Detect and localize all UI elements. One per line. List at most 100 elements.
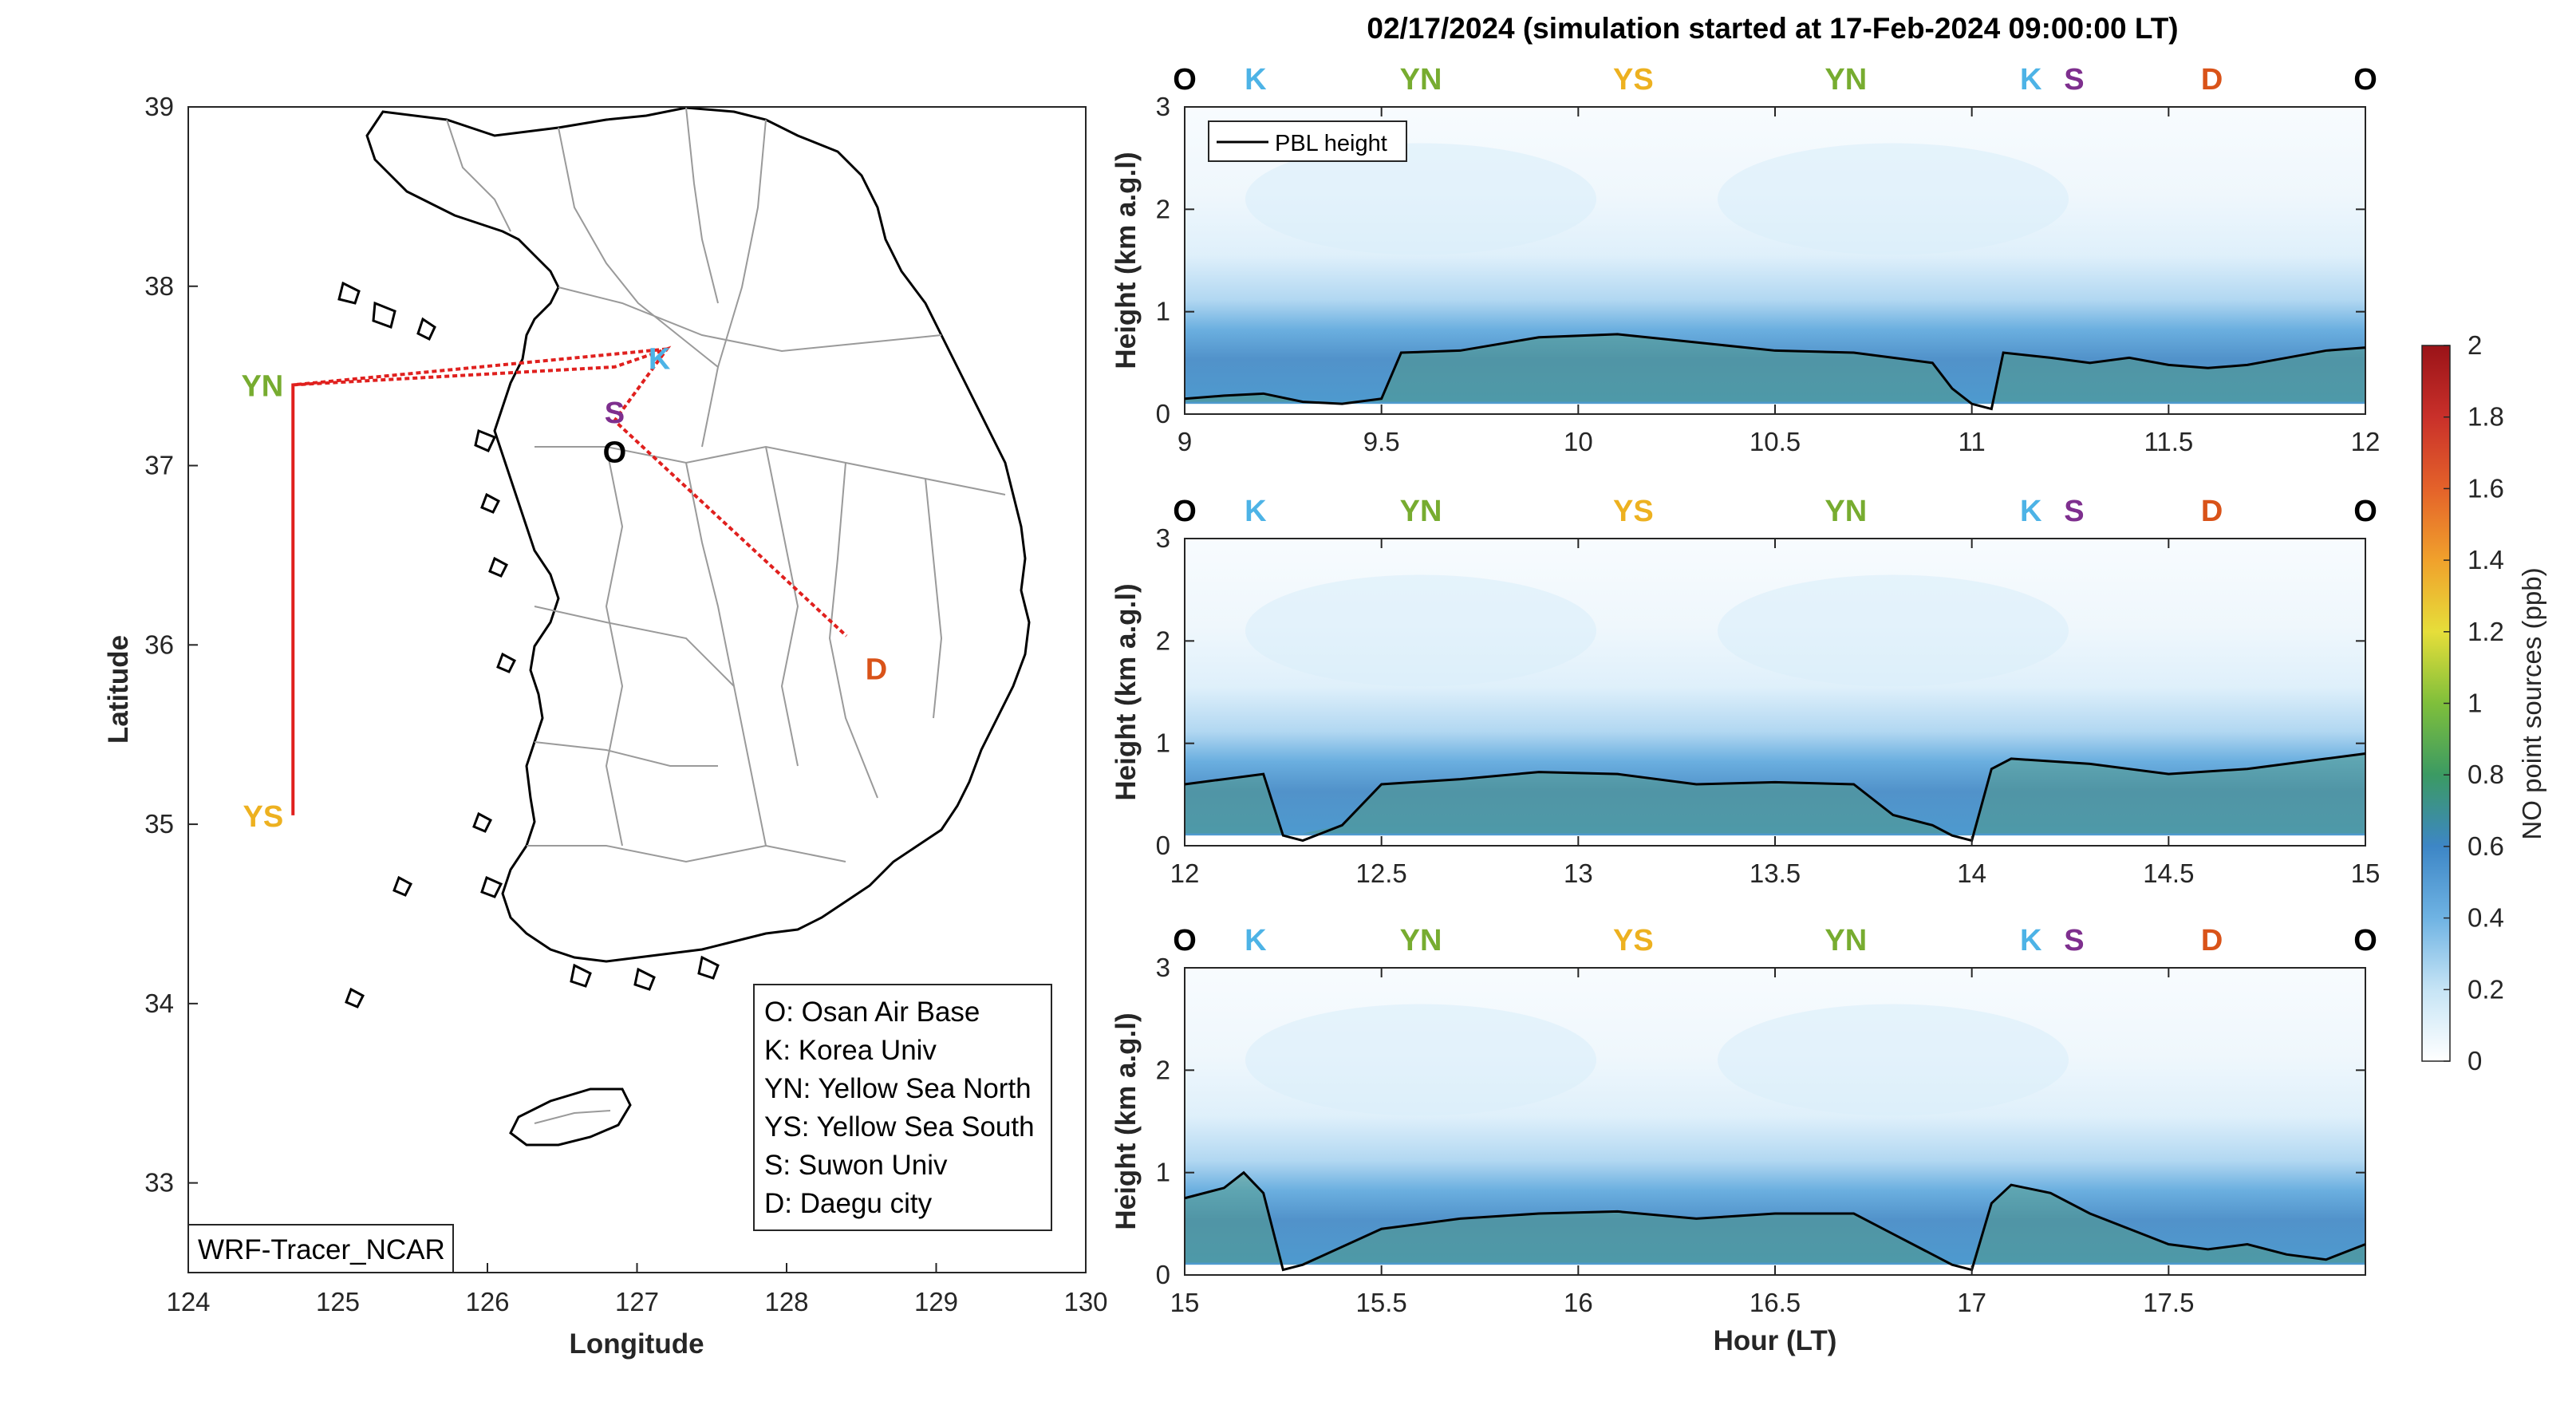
site-legend-o: O: Osan Air Base bbox=[764, 997, 980, 1028]
route-mark-d: D bbox=[2201, 924, 2223, 957]
colorbar-tick-label: 1.2 bbox=[2468, 617, 2504, 646]
map-site-d: D bbox=[866, 653, 887, 687]
map-x-label: Longitude bbox=[569, 1328, 704, 1360]
x-tick-label: 10.5 bbox=[1750, 427, 1801, 456]
site-legend-s: S: Suwon Univ bbox=[764, 1150, 948, 1181]
map-y-tick-label: 36 bbox=[144, 630, 174, 659]
colorbar-tick-label: 0.4 bbox=[2468, 903, 2504, 933]
colorbar-tick-label: 0.8 bbox=[2468, 760, 2504, 789]
map-x-tick-label: 124 bbox=[166, 1287, 210, 1316]
map-y-tick-label: 39 bbox=[144, 92, 174, 121]
pbl-height-line bbox=[1184, 752, 2366, 843]
map-x-tick-label: 125 bbox=[316, 1287, 360, 1316]
y-tick-label: 3 bbox=[1156, 953, 1170, 982]
y-tick-label: 0 bbox=[1156, 1260, 1170, 1289]
route-mark-o: O bbox=[2353, 495, 2377, 528]
jeju-island bbox=[509, 1087, 632, 1147]
map-site-labels: KSO YN YS D bbox=[241, 343, 887, 834]
route-mark-k: K bbox=[1245, 63, 1267, 97]
pbl-height-line bbox=[1184, 1170, 2366, 1272]
x-tick-label: 9 bbox=[1178, 427, 1192, 456]
map-y-tick-label: 34 bbox=[144, 989, 174, 1018]
heat-blob bbox=[1718, 143, 2069, 255]
map-site-yn: YN bbox=[241, 369, 283, 403]
map-x-tick-label: 126 bbox=[465, 1287, 509, 1316]
x-tick-label: 12 bbox=[1170, 858, 1200, 888]
route-mark-k: K bbox=[2020, 63, 2042, 97]
route-mark-ys: YS bbox=[1613, 924, 1654, 957]
colorbar-ticks: 0 0.2 0.4 0.6 0.8 1 1.2 1.4 1.6 1.8 2 bbox=[2444, 330, 2504, 1076]
heat-boundary-layer bbox=[1185, 334, 2365, 402]
panel-y-label: Height (km a.g.l) bbox=[1110, 1012, 1142, 1229]
x-tick-label: 12.5 bbox=[1356, 858, 1407, 888]
map-x-tick-label: 130 bbox=[1063, 1287, 1107, 1316]
site-legend-yn: YN: Yellow Sea North bbox=[764, 1073, 1032, 1104]
colorbar-tick-label: 2 bbox=[2468, 330, 2482, 360]
route-mark-yn: YN bbox=[1825, 924, 1867, 957]
map-y-tick-label: 37 bbox=[144, 451, 174, 480]
x-tick-label: 15 bbox=[1170, 1288, 1200, 1317]
province-lines bbox=[446, 107, 1006, 863]
pbl-legend-label: PBL height bbox=[1275, 131, 1387, 156]
pbl-legend: PBL height bbox=[1208, 120, 1407, 162]
x-tick-label: 14 bbox=[1957, 858, 1986, 888]
model-label-box bbox=[187, 1224, 454, 1273]
route-mark-yn: YN bbox=[1400, 924, 1442, 957]
site-legend-d: D: Daegu city bbox=[764, 1188, 933, 1219]
map-x-tick-label: 128 bbox=[764, 1287, 808, 1316]
panel-y-label: Height (km a.g.l) bbox=[1110, 152, 1142, 369]
y-tick-label: 2 bbox=[1156, 1055, 1170, 1084]
map-y-tick-label: 35 bbox=[144, 809, 174, 839]
map-x-ticks: 124 125 126 127 128 129 130 bbox=[166, 1263, 1108, 1316]
x-tick-label: 11.5 bbox=[2144, 427, 2193, 456]
colorbar-tick-label: 1 bbox=[2468, 689, 2482, 718]
profile-panel-3: 15 15.5 16 16.5 17 17.5 0 1 2 3 Height (km a.g.l) O… bbox=[1110, 924, 2377, 1317]
map-x-tick-label: 129 bbox=[914, 1287, 958, 1316]
colorbar-tick-label: 0 bbox=[2468, 1046, 2482, 1076]
x-tick-label: 13 bbox=[1564, 858, 1593, 888]
y-tick-label: 3 bbox=[1156, 92, 1170, 121]
route-mark-o: O bbox=[1173, 924, 1197, 957]
x-tick-label: 17 bbox=[1957, 1288, 1986, 1317]
west-islands bbox=[337, 281, 720, 1008]
panel-y-label: Height (km a.g.l) bbox=[1110, 583, 1142, 800]
route-mark-s: S bbox=[2064, 63, 2084, 97]
pbl-height-line bbox=[1184, 333, 2366, 411]
x-tick-label: 9.5 bbox=[1363, 427, 1400, 456]
x-tick-label: 12 bbox=[2351, 427, 2381, 456]
x-tick-label: 17.5 bbox=[2143, 1288, 2194, 1317]
map-y-ticks: 33 34 35 36 37 38 39 bbox=[144, 92, 198, 1198]
colorbar-tick-label: 1.8 bbox=[2468, 402, 2504, 432]
route-mark-k: K bbox=[2020, 495, 2042, 528]
y-tick-label: 3 bbox=[1156, 523, 1170, 553]
hour-x-label: Hour (LT) bbox=[1714, 1325, 1837, 1356]
y-tick-label: 0 bbox=[1156, 831, 1170, 860]
map-site-ys: YS bbox=[243, 800, 284, 834]
y-tick-label: 2 bbox=[1156, 194, 1170, 223]
heat-boundary-layer bbox=[1185, 1172, 2365, 1263]
heat-blob bbox=[1245, 143, 1596, 255]
route-mark-yn: YN bbox=[1825, 495, 1867, 528]
korea-map: KSO YN YS D bbox=[241, 107, 1031, 1147]
x-tick-label: 15 bbox=[2351, 858, 2381, 888]
route-mark-d: D bbox=[2201, 495, 2223, 528]
x-tick-label: 11 bbox=[1959, 427, 1986, 456]
y-tick-label: 0 bbox=[1156, 399, 1170, 428]
map-site-k: K bbox=[649, 343, 671, 377]
colorbar-tick-label: 0.6 bbox=[2468, 831, 2504, 861]
map-site-o: O bbox=[603, 436, 627, 470]
flight-route-line bbox=[291, 345, 848, 815]
heat-blob bbox=[1718, 1004, 2069, 1116]
model-label: WRF-Tracer_NCAR bbox=[187, 1224, 454, 1273]
y-tick-label: 1 bbox=[1156, 728, 1170, 758]
heat-boundary-layer bbox=[1185, 753, 2365, 834]
y-tick-label: 2 bbox=[1156, 626, 1170, 655]
route-mark-yn: YN bbox=[1825, 63, 1867, 97]
map-site-s: S bbox=[605, 397, 625, 430]
x-tick-label: 16 bbox=[1564, 1288, 1593, 1317]
heat-blob bbox=[1245, 574, 1596, 687]
heat-blob bbox=[1245, 1004, 1596, 1116]
route-mark-o: O bbox=[2353, 924, 2377, 957]
